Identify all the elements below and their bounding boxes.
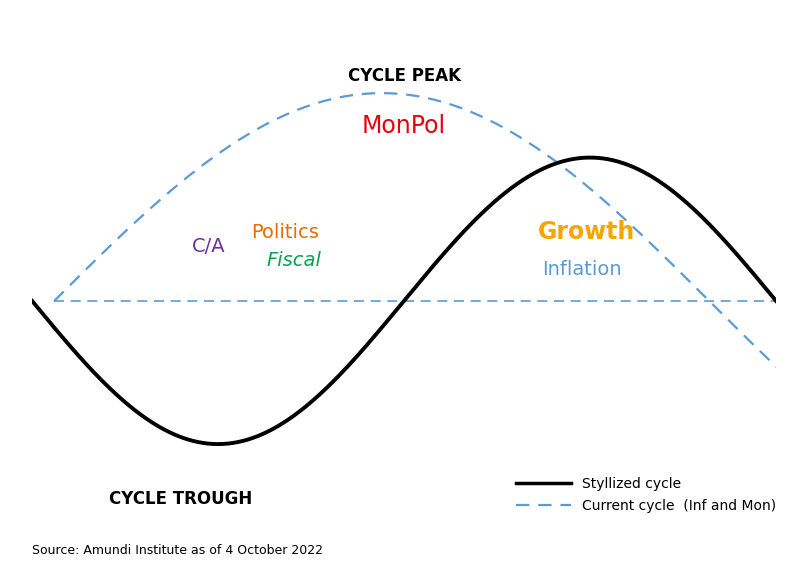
Text: Politics: Politics <box>251 222 319 242</box>
Text: Growth: Growth <box>538 220 635 244</box>
Legend: Styllized cycle, Current cycle  (Inf and Mon): Styllized cycle, Current cycle (Inf and … <box>516 477 777 513</box>
Text: Source: Amundi Institute as of 4 October 2022: Source: Amundi Institute as of 4 October… <box>32 544 323 556</box>
Text: Inflation: Inflation <box>542 260 622 279</box>
Text: CYCLE TROUGH: CYCLE TROUGH <box>109 489 253 508</box>
Text: Fiscal: Fiscal <box>266 251 322 270</box>
Text: CYCLE PEAK: CYCLE PEAK <box>347 67 461 85</box>
Text: MonPol: MonPol <box>362 114 446 138</box>
Text: C/A: C/A <box>192 237 226 256</box>
